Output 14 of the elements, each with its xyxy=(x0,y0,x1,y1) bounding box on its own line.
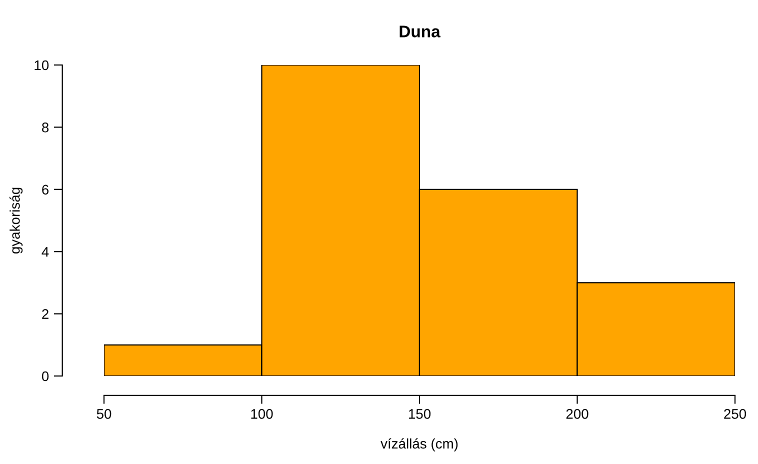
y-tick-label: 4 xyxy=(42,247,49,257)
x-tick-label: 150 xyxy=(408,409,431,419)
y-tick-label: 0 xyxy=(42,371,49,382)
y-tick-label: 6 xyxy=(42,184,49,195)
x-tick-label: 250 xyxy=(724,409,746,419)
y-tick-label: 2 xyxy=(42,309,48,319)
y-tick-label: 8 xyxy=(42,122,49,132)
x-tick-label: 200 xyxy=(566,409,588,419)
y-axis-title: gyakoriság xyxy=(9,188,23,254)
y-tick-label: 10 xyxy=(34,60,49,70)
x-tick-label: 100 xyxy=(251,409,273,419)
x-tick-label: 50 xyxy=(96,409,112,419)
chart-title: Duna xyxy=(400,26,440,38)
x-axis-title: vízállás (cm) xyxy=(380,438,458,452)
